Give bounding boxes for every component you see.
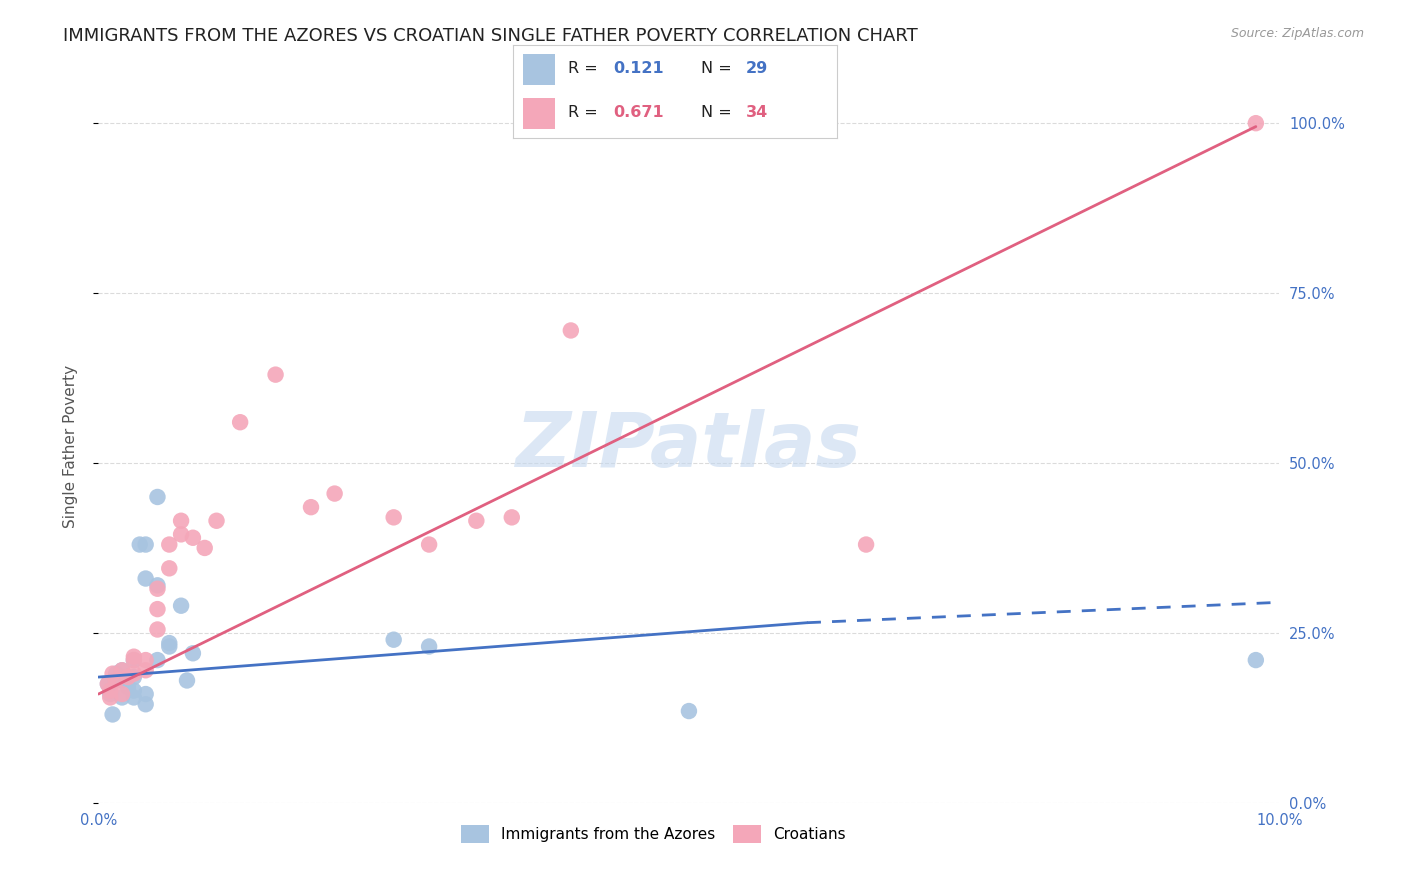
Point [181,646,204,660]
Point [323,486,346,500]
Point [101,666,124,681]
Legend: Immigrants from the Azores, Croatians: Immigrants from the Azores, Croatians [456,819,852,848]
Point [146,653,169,667]
Point [111,687,134,701]
Point [135,698,157,712]
Point [98,690,121,705]
Text: ZIPatlas: ZIPatlas [516,409,862,483]
Point [98,687,121,701]
Text: 34: 34 [747,105,768,120]
Text: R =: R = [568,62,603,77]
Point [194,541,217,555]
Point [135,663,157,677]
Point [176,673,198,688]
Point [122,666,145,681]
Point [418,640,440,654]
Y-axis label: Single Father Poverty: Single Father Poverty [63,365,77,527]
Point [135,653,157,667]
Text: R =: R = [568,105,603,120]
Point [264,368,287,382]
Point [105,666,128,681]
Point [128,537,150,551]
Point [465,514,488,528]
Point [157,537,180,551]
Point [146,578,169,592]
Point [122,670,145,684]
FancyBboxPatch shape [523,54,555,85]
Point [101,707,124,722]
Point [678,704,700,718]
Text: Source: ZipAtlas.com: Source: ZipAtlas.com [1230,27,1364,40]
Text: N =: N = [700,62,737,77]
FancyBboxPatch shape [523,98,555,129]
Point [146,602,169,616]
Point [855,537,877,551]
Point [181,531,204,545]
Point [122,653,145,667]
Point [117,680,139,694]
Text: 29: 29 [747,62,768,77]
Point [105,673,128,688]
Point [170,527,193,541]
Text: N =: N = [700,105,737,120]
Text: IMMIGRANTS FROM THE AZORES VS CROATIAN SINGLE FATHER POVERTY CORRELATION CHART: IMMIGRANTS FROM THE AZORES VS CROATIAN S… [63,27,918,45]
Point [157,640,180,654]
Point [170,514,193,528]
Point [97,677,120,691]
Point [135,572,157,586]
Text: 0.121: 0.121 [613,62,664,77]
Point [205,514,228,528]
Point [135,537,157,551]
Point [122,683,145,698]
Point [157,561,180,575]
Point [98,683,121,698]
Point [146,623,169,637]
Point [122,653,145,667]
Point [229,415,252,429]
Point [117,670,139,684]
Point [97,677,120,691]
Point [122,649,145,664]
Point [1244,116,1267,130]
Point [146,490,169,504]
Point [418,537,440,551]
Point [560,323,582,337]
Point [382,510,405,524]
Point [111,663,134,677]
Point [382,632,405,647]
Point [111,673,134,688]
Point [501,510,523,524]
Point [1244,653,1267,667]
Point [111,690,134,705]
Point [146,582,169,596]
Point [299,500,322,515]
Text: 0.671: 0.671 [613,105,664,120]
Point [157,636,180,650]
Point [170,599,193,613]
Point [122,690,145,705]
Point [135,687,157,701]
Point [111,663,134,677]
